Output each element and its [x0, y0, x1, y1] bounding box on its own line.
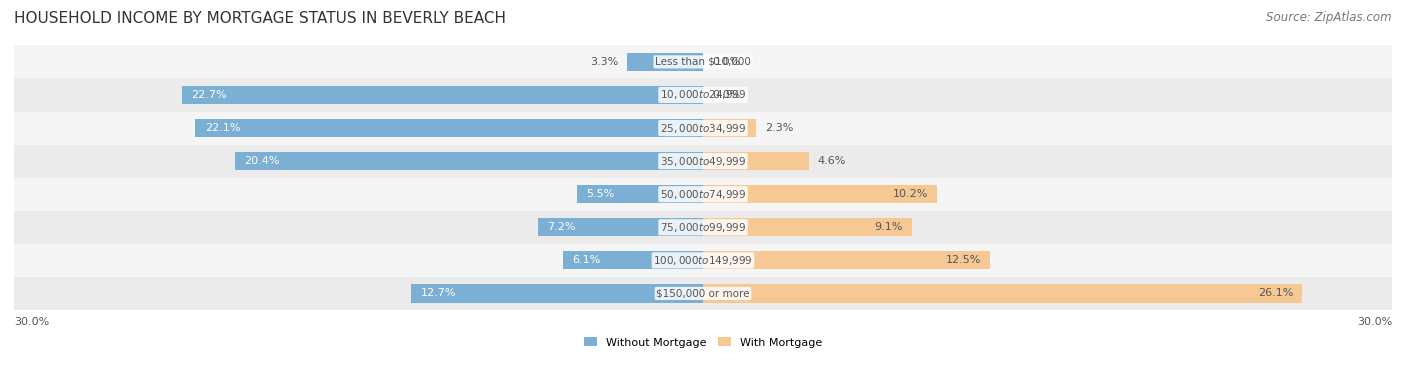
Text: $10,000 to $24,999: $10,000 to $24,999 — [659, 88, 747, 101]
Bar — [703, 185, 938, 203]
Text: HOUSEHOLD INCOME BY MORTGAGE STATUS IN BEVERLY BEACH: HOUSEHOLD INCOME BY MORTGAGE STATUS IN B… — [14, 11, 506, 26]
Text: $50,000 to $74,999: $50,000 to $74,999 — [659, 188, 747, 201]
Text: Less than $10,000: Less than $10,000 — [655, 57, 751, 67]
Text: 5.5%: 5.5% — [586, 189, 614, 199]
Text: $100,000 to $149,999: $100,000 to $149,999 — [654, 254, 752, 267]
Text: 3.3%: 3.3% — [589, 57, 619, 67]
Text: $75,000 to $99,999: $75,000 to $99,999 — [659, 221, 747, 234]
Bar — [703, 152, 808, 170]
Text: 9.1%: 9.1% — [875, 222, 903, 232]
Text: 26.1%: 26.1% — [1258, 288, 1294, 298]
Bar — [703, 119, 756, 137]
Bar — [14, 45, 1392, 79]
Text: Source: ZipAtlas.com: Source: ZipAtlas.com — [1267, 11, 1392, 24]
Text: 22.7%: 22.7% — [191, 90, 226, 100]
Bar — [235, 152, 703, 170]
Text: 30.0%: 30.0% — [14, 317, 49, 327]
Text: 20.4%: 20.4% — [243, 156, 280, 166]
Bar — [195, 119, 703, 137]
Bar — [537, 218, 703, 236]
Text: 10.2%: 10.2% — [893, 189, 928, 199]
Text: 12.5%: 12.5% — [945, 256, 981, 265]
Bar — [14, 211, 1392, 244]
Text: $150,000 or more: $150,000 or more — [657, 288, 749, 298]
Bar — [703, 251, 990, 270]
Bar — [562, 251, 703, 270]
Bar — [412, 284, 703, 302]
Bar — [627, 53, 703, 71]
Bar — [576, 185, 703, 203]
Text: 0.0%: 0.0% — [713, 57, 741, 67]
Text: 12.7%: 12.7% — [420, 288, 456, 298]
Bar — [14, 178, 1392, 211]
Text: 0.0%: 0.0% — [713, 90, 741, 100]
Text: $35,000 to $49,999: $35,000 to $49,999 — [659, 155, 747, 167]
Text: 4.6%: 4.6% — [818, 156, 846, 166]
Text: 22.1%: 22.1% — [205, 123, 240, 133]
Text: 30.0%: 30.0% — [1357, 317, 1392, 327]
Bar — [14, 244, 1392, 277]
Bar — [181, 86, 703, 104]
Text: 2.3%: 2.3% — [765, 123, 793, 133]
Bar — [703, 284, 1302, 302]
Text: $25,000 to $34,999: $25,000 to $34,999 — [659, 122, 747, 135]
Bar — [14, 145, 1392, 178]
Bar — [14, 112, 1392, 145]
Bar — [14, 79, 1392, 112]
Text: 7.2%: 7.2% — [547, 222, 575, 232]
Bar — [703, 218, 912, 236]
Legend: Without Mortgage, With Mortgage: Without Mortgage, With Mortgage — [579, 333, 827, 352]
Text: 6.1%: 6.1% — [572, 256, 600, 265]
Bar — [14, 277, 1392, 310]
